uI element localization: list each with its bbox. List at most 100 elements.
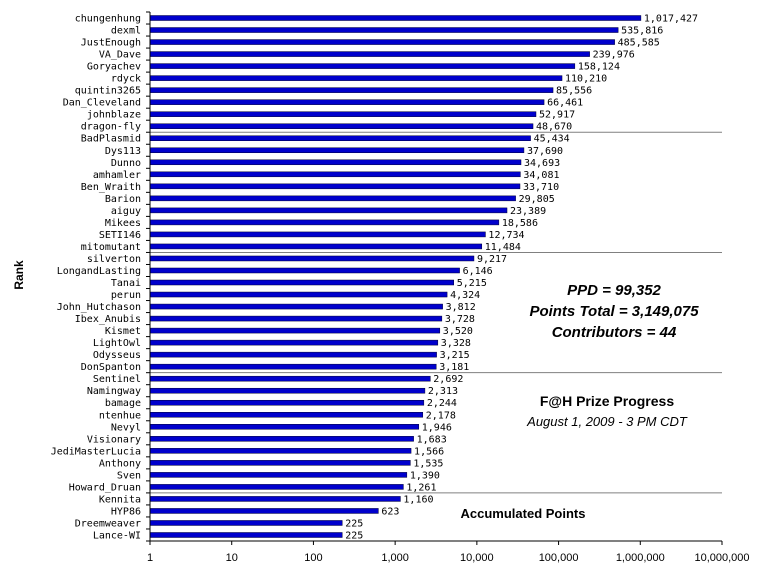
value-label-amhamler: 34,081 bbox=[523, 170, 559, 181]
bar-Ben_Wraith bbox=[149, 183, 521, 190]
category-label-Mikees: Mikees bbox=[105, 218, 141, 229]
stat-points-total: Points Total = 3,149,075 bbox=[529, 303, 699, 320]
bar-Dys113 bbox=[149, 147, 525, 154]
bar-amhamler bbox=[149, 171, 521, 178]
x-tick-label-4: 10,000 bbox=[460, 552, 494, 564]
category-label-JustEnough: JustEnough bbox=[81, 38, 141, 49]
chart-subtitle: August 1, 2009 - 3 PM CDT bbox=[526, 414, 688, 429]
bar-quintin3265 bbox=[149, 87, 554, 93]
bar-chungenhung bbox=[149, 15, 642, 21]
value-label-dragon-fly: 48,670 bbox=[536, 122, 572, 133]
bar-VA_Dave bbox=[149, 51, 590, 57]
bar-dexml bbox=[149, 27, 619, 33]
value-label-Tanai: 5,215 bbox=[457, 278, 487, 289]
value-label-Lance-WI: 225 bbox=[345, 530, 363, 541]
value-label-BadPlasmid: 45,434 bbox=[534, 134, 570, 145]
category-label-Dys113: Dys113 bbox=[105, 146, 141, 157]
value-labels: 1,017,427535,816485,585239,976158,124110… bbox=[345, 14, 698, 542]
category-label-Sven: Sven bbox=[117, 470, 141, 481]
category-label-Ibex_Anubis: Ibex_Anubis bbox=[75, 314, 141, 325]
stat-contributors: Contributors = 44 bbox=[552, 324, 677, 341]
category-label-aiguy: aiguy bbox=[111, 206, 141, 217]
bar-HYP86 bbox=[149, 508, 379, 514]
bar-Mikees bbox=[149, 219, 500, 226]
category-label-DonSpanton: DonSpanton bbox=[81, 362, 141, 373]
bar-DonSpanton bbox=[149, 363, 437, 370]
bar-Odysseus bbox=[149, 351, 437, 358]
category-label-bamage: bamage bbox=[105, 398, 141, 409]
category-label-Kennita: Kennita bbox=[99, 494, 141, 505]
x-tick-label-1: 10 bbox=[226, 552, 238, 564]
x-tick-label-3: 1,000 bbox=[381, 552, 409, 564]
x-tick-label-7: 10,000,000 bbox=[694, 552, 749, 564]
category-label-Namingway: Namingway bbox=[87, 386, 141, 397]
y-axis-label: Rank bbox=[12, 260, 26, 290]
value-label-johnblaze: 52,917 bbox=[539, 110, 575, 121]
bar-Tanai bbox=[149, 279, 454, 286]
category-label-amhamler: amhamler bbox=[93, 170, 141, 181]
value-label-silverton: 9,217 bbox=[477, 254, 507, 265]
bar-Howard_Druan bbox=[149, 484, 404, 490]
bar-silverton bbox=[149, 255, 475, 262]
value-label-Dan_Cleveland: 66,461 bbox=[547, 98, 583, 109]
bar-Goryachev bbox=[149, 63, 576, 69]
category-label-quintin3265: quintin3265 bbox=[75, 86, 141, 97]
value-label-rdyck: 110,210 bbox=[565, 74, 607, 85]
category-label-dexml: dexml bbox=[111, 26, 141, 37]
x-tick-label-2: 100 bbox=[304, 552, 322, 564]
category-label-JediMasterLucia: JediMasterLucia bbox=[51, 446, 141, 457]
value-label-LongandLasting: 6,146 bbox=[463, 266, 493, 277]
bar-Sven bbox=[149, 472, 408, 478]
value-label-ntenhue: 2,178 bbox=[426, 410, 456, 421]
category-label-rdyck: rdyck bbox=[111, 74, 141, 85]
x-tick-label-0: 1 bbox=[147, 552, 153, 564]
bar-Visionary bbox=[149, 436, 414, 442]
category-label-HYP86: HYP86 bbox=[111, 506, 141, 517]
bar-Anthony bbox=[149, 460, 411, 466]
value-label-SETI146: 12,734 bbox=[488, 230, 524, 241]
category-label-BadPlasmid: BadPlasmid bbox=[81, 134, 141, 145]
bar-Nevyl bbox=[149, 424, 420, 430]
bar-SETI146 bbox=[149, 231, 486, 238]
category-label-Dan_Cleveland: Dan_Cleveland bbox=[63, 98, 141, 109]
value-label-dexml: 535,816 bbox=[621, 26, 663, 37]
bar-mitomutant bbox=[149, 243, 483, 250]
category-label-Visionary: Visionary bbox=[87, 434, 141, 445]
value-label-Anthony: 1,535 bbox=[413, 458, 443, 469]
category-label-Nevyl: Nevyl bbox=[111, 422, 141, 433]
bar-John_Hutchason bbox=[149, 303, 443, 310]
category-label-Lance-WI: Lance-WI bbox=[93, 530, 141, 541]
value-label-aiguy: 23,389 bbox=[510, 206, 546, 217]
value-label-LightOwl: 3,328 bbox=[441, 338, 471, 349]
category-label-VA_Dave: VA_Dave bbox=[99, 50, 141, 61]
category-label-John_Hutchason: John_Hutchason bbox=[57, 302, 141, 313]
bar-ntenhue bbox=[149, 412, 424, 418]
horizontal-gridlines bbox=[150, 131, 722, 494]
x-tick-label-5: 100,000 bbox=[539, 552, 579, 564]
bar-aiguy bbox=[149, 207, 508, 214]
category-label-LightOwl: LightOwl bbox=[93, 338, 141, 349]
category-label-Howard_Druan: Howard_Druan bbox=[69, 482, 141, 493]
value-label-Ben_Wraith: 33,710 bbox=[523, 182, 559, 193]
category-label-chungenhung: chungenhung bbox=[75, 14, 141, 25]
stat-ppd: PPD = 99,352 bbox=[567, 282, 661, 299]
category-label-johnblaze: johnblaze bbox=[87, 110, 141, 121]
category-label-Tanai: Tanai bbox=[111, 278, 141, 289]
value-label-VA_Dave: 239,976 bbox=[593, 50, 635, 61]
category-label-Sentinel: Sentinel bbox=[93, 374, 141, 385]
x-tick-label-6: 1,000,000 bbox=[616, 552, 665, 564]
bar-LongandLasting bbox=[149, 267, 460, 274]
value-label-Barion: 29,805 bbox=[519, 194, 555, 205]
bar-Dan_Cleveland bbox=[149, 99, 545, 105]
value-label-Sentinel: 2,692 bbox=[433, 374, 463, 385]
bar-Barion bbox=[149, 195, 516, 202]
bar-Dunno bbox=[149, 159, 522, 166]
value-label-perun: 4,324 bbox=[450, 290, 480, 301]
category-label-Odysseus: Odysseus bbox=[93, 350, 141, 361]
bar-Sentinel bbox=[149, 375, 431, 382]
value-label-Kismet: 3,520 bbox=[443, 326, 473, 337]
value-label-Sven: 1,390 bbox=[410, 470, 440, 481]
value-label-JustEnough: 485,585 bbox=[618, 38, 660, 49]
value-label-Kennita: 1,160 bbox=[403, 494, 433, 505]
